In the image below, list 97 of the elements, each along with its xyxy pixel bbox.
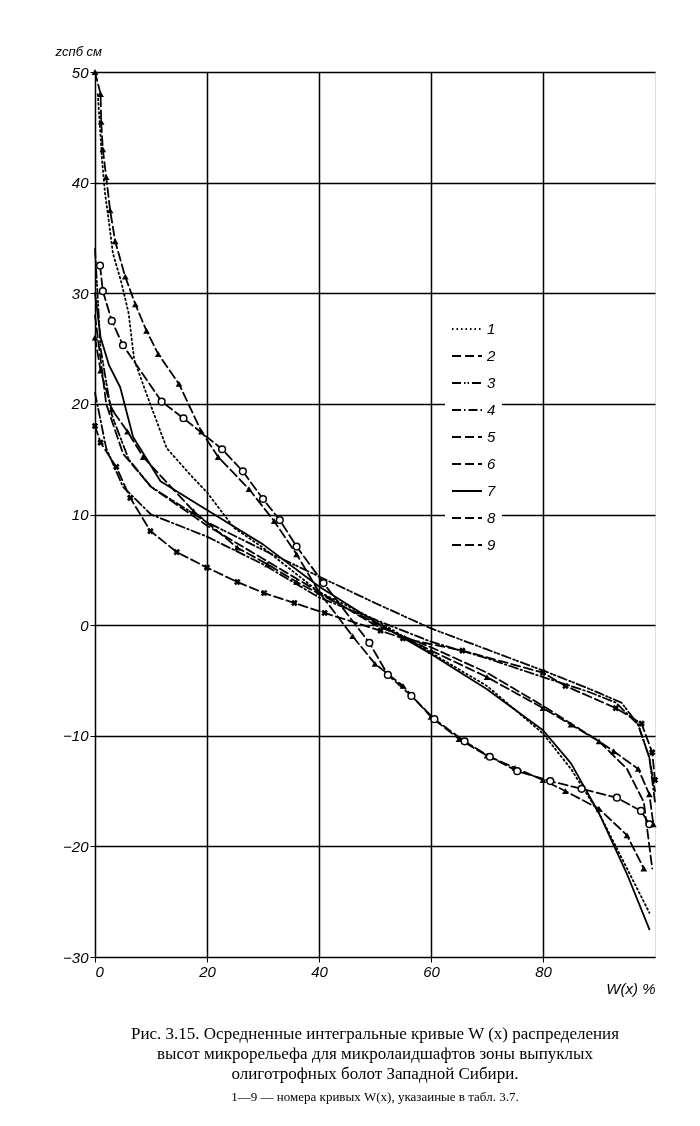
point (98, 286, 107, 296)
point (319, 578, 328, 588)
x-tick-label: 40 (311, 962, 329, 980)
point (648, 749, 656, 756)
point (173, 548, 181, 556)
y-tick-label: 40 (71, 174, 90, 192)
point (154, 351, 162, 357)
legend-label: 8 (487, 509, 496, 526)
point (562, 788, 569, 794)
point (107, 316, 116, 325)
point (371, 660, 379, 667)
point (546, 777, 555, 786)
point (118, 341, 128, 350)
point (430, 715, 439, 724)
legend-label: 5 (487, 428, 496, 445)
y-tick-label: −30 (63, 948, 90, 966)
point (293, 551, 300, 558)
point (238, 467, 247, 476)
point (233, 578, 241, 586)
y-tick-label: 0 (80, 616, 90, 634)
point (97, 91, 104, 98)
point (143, 327, 150, 334)
point (218, 445, 227, 454)
point (190, 508, 197, 515)
x-axis-title: W(x) % (606, 979, 656, 997)
point (646, 791, 653, 798)
point (612, 704, 620, 712)
legend-label: 7 (487, 482, 496, 499)
x-tick-label: 0 (95, 962, 105, 980)
point (214, 454, 222, 460)
point (407, 691, 416, 701)
point (108, 406, 116, 413)
point (567, 721, 575, 728)
point (147, 527, 154, 535)
point (97, 118, 105, 125)
y-tick-label: −10 (63, 727, 90, 745)
y-tick-label: 50 (71, 63, 90, 81)
text: 1—9 — номера кривых W(x), указаиные в табл. 3.7. (231, 1089, 519, 1104)
point (264, 561, 271, 568)
y-tick-label: −20 (63, 837, 90, 855)
point (203, 564, 211, 571)
y-axis-title: zспб см (54, 43, 103, 59)
point (577, 784, 586, 793)
point (460, 737, 469, 746)
point (383, 670, 392, 679)
y-tick-label: 20 (70, 395, 90, 413)
point (179, 414, 188, 423)
point (610, 748, 617, 755)
legend-label: 3 (487, 374, 496, 391)
point (121, 273, 129, 280)
point (595, 805, 603, 812)
point (260, 589, 268, 597)
point (157, 397, 166, 406)
point (245, 486, 253, 492)
point (95, 261, 105, 270)
x-tick-label: 20 (198, 962, 217, 980)
point (365, 638, 374, 647)
x-tick-label: 80 (535, 962, 553, 980)
point (649, 821, 657, 828)
text: Рис. 3.15. Осредненные интегральные кривые W (x) распределения высот микрорельефа для микролаидшафтов зоны выпуклых олиготрофных болот Западной Сибири. (131, 1024, 620, 1083)
point (292, 542, 301, 551)
point (623, 832, 631, 839)
point (539, 777, 547, 783)
legend-label: 4 (487, 401, 496, 418)
point (636, 806, 646, 816)
point (562, 682, 569, 690)
point (634, 766, 642, 772)
point (513, 767, 522, 776)
point (175, 381, 183, 387)
legend-label: 1 (487, 320, 496, 337)
point (275, 515, 284, 525)
point (349, 633, 356, 640)
point (539, 669, 547, 677)
point (233, 544, 241, 551)
point (111, 238, 119, 245)
y-tick-label: 30 (71, 284, 90, 302)
point (291, 599, 298, 607)
point (293, 579, 300, 585)
point (399, 635, 407, 642)
point (539, 705, 547, 711)
point (106, 207, 114, 214)
x-tick-label: 60 (423, 962, 441, 980)
point (139, 454, 147, 460)
y-tick-label: 10 (71, 506, 90, 523)
point (321, 609, 328, 617)
point (131, 301, 139, 308)
point (112, 463, 120, 471)
point (102, 174, 110, 180)
legend-label: 9 (487, 536, 496, 553)
legend-label: 2 (486, 347, 496, 364)
point (612, 793, 622, 802)
point (399, 683, 407, 689)
point (91, 334, 99, 341)
legend-label: 6 (487, 455, 496, 472)
point (483, 674, 491, 681)
point (126, 494, 134, 502)
point (258, 494, 268, 504)
